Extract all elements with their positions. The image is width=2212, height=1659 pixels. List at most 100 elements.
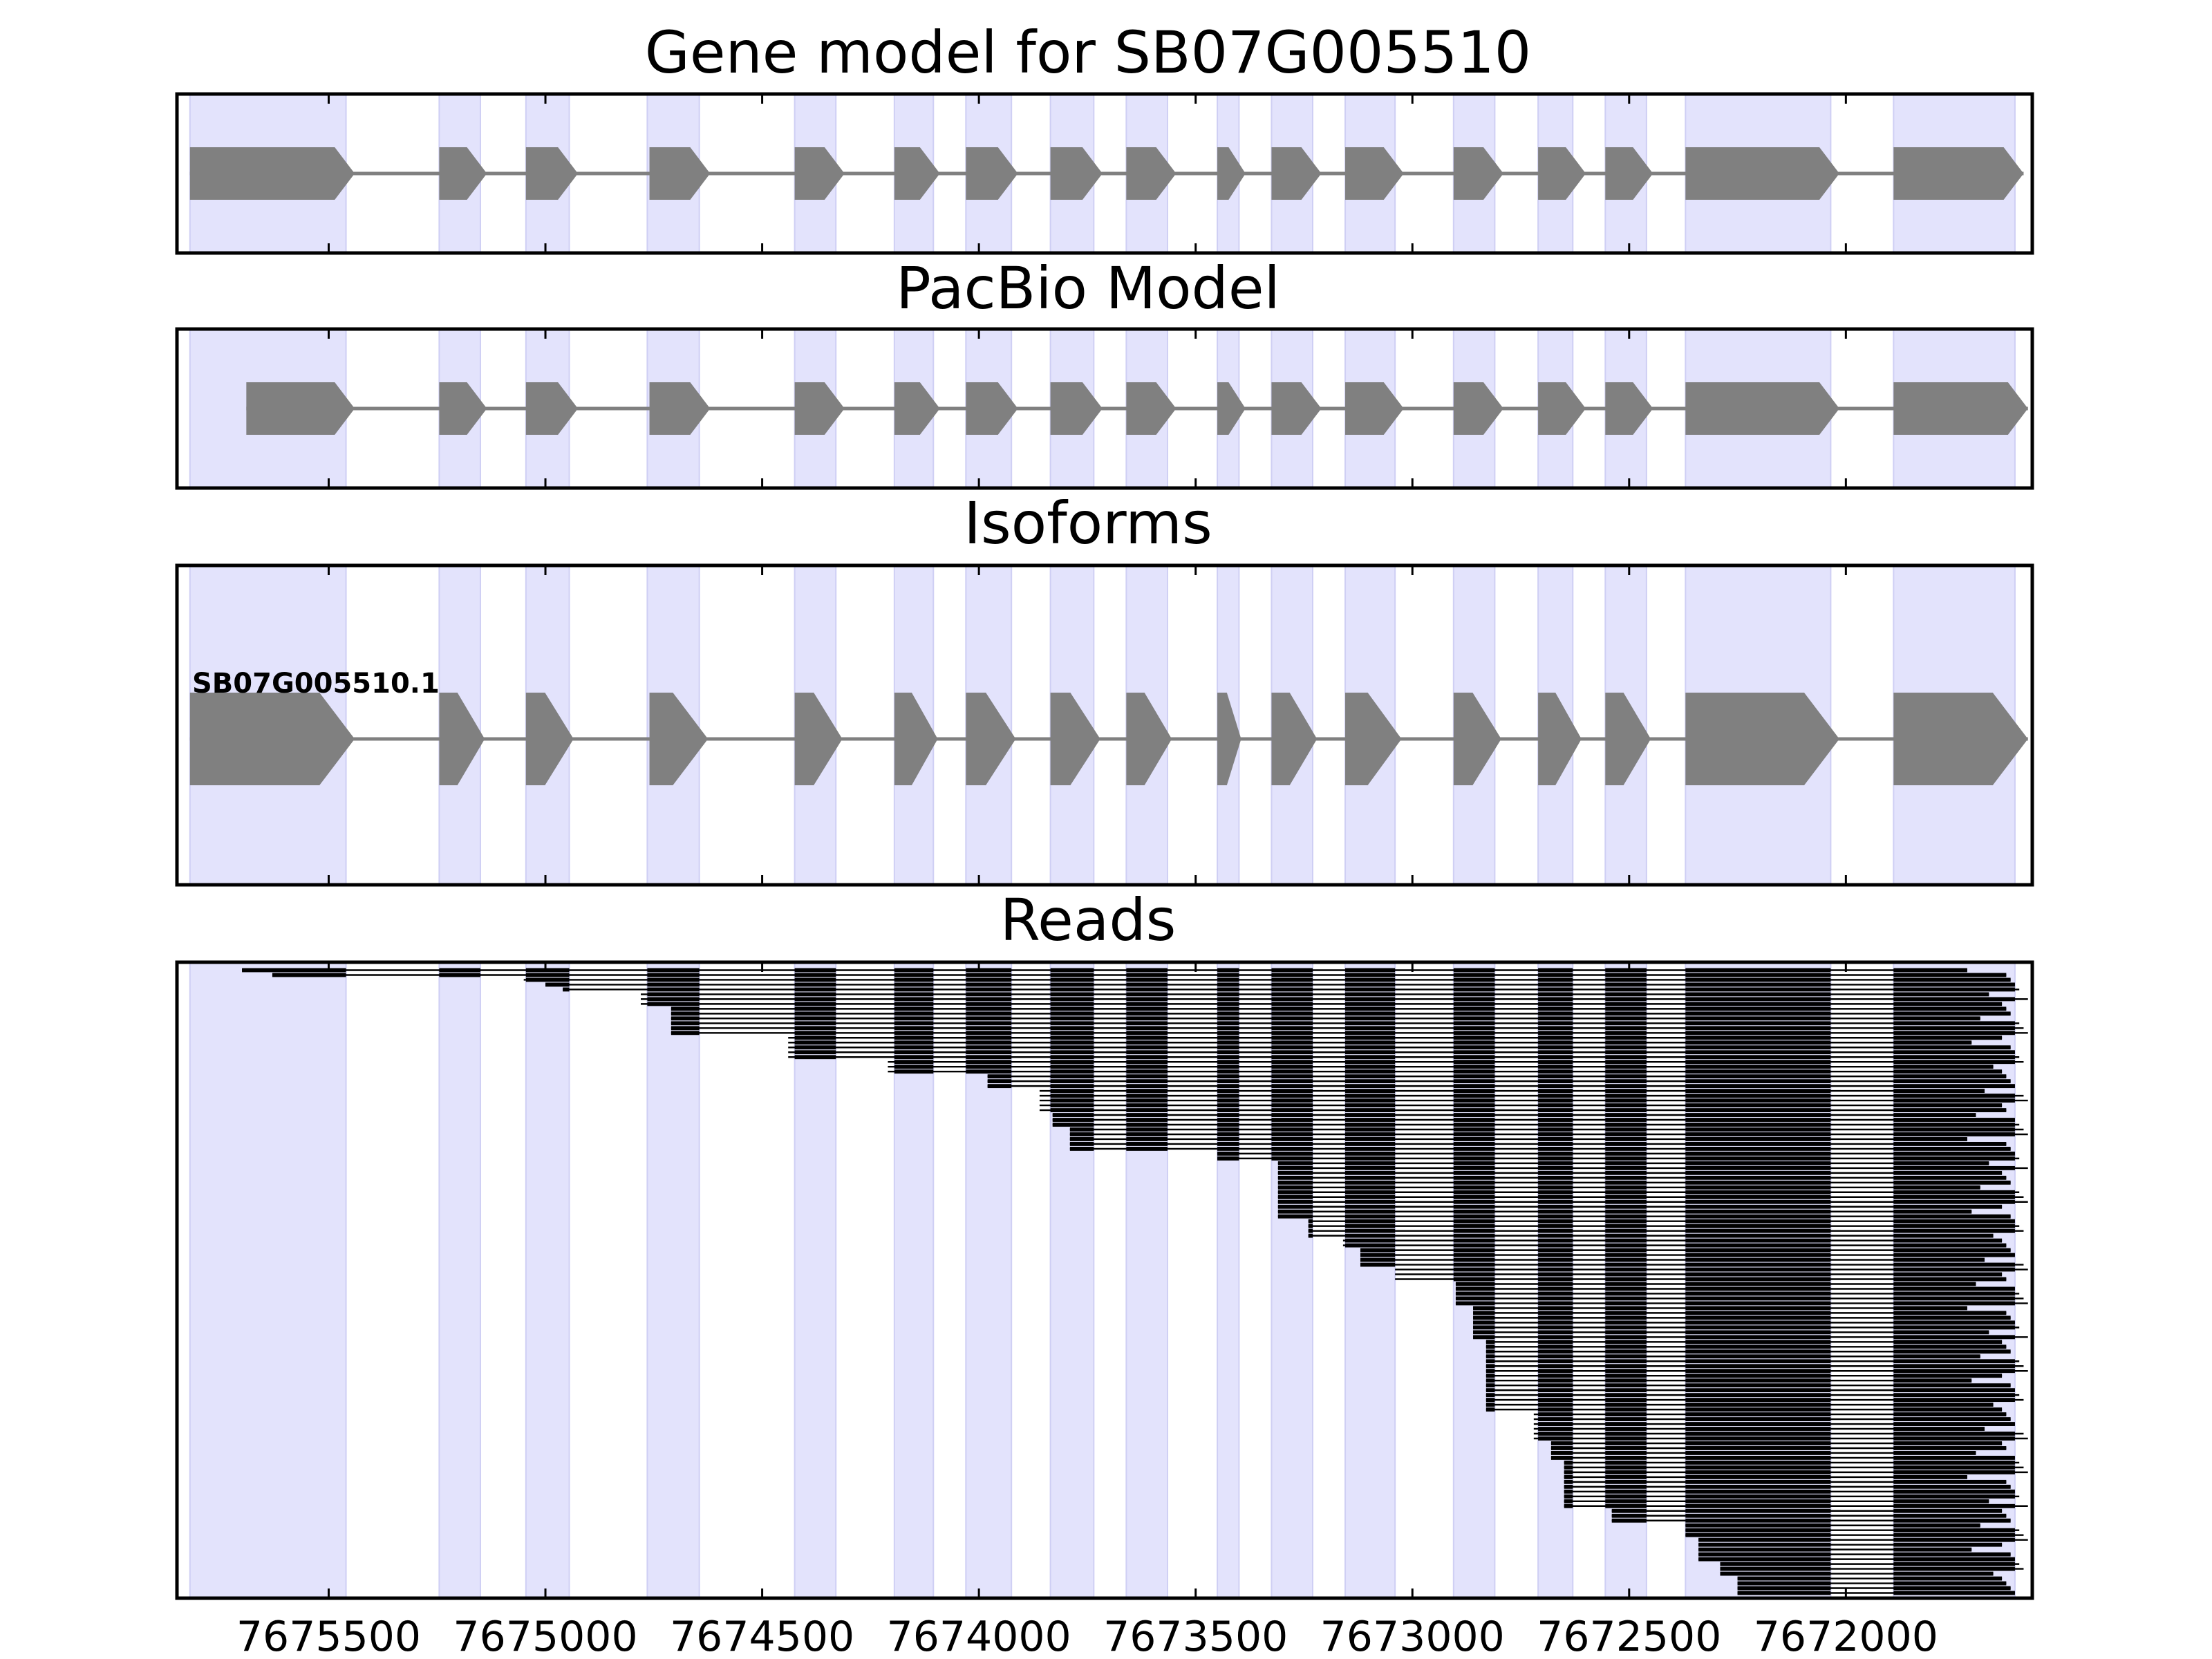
read-block <box>1126 1137 1168 1141</box>
exon-arrow <box>439 693 485 785</box>
read-block <box>1698 1537 1831 1542</box>
read-block <box>1538 1277 1573 1282</box>
read-block <box>1538 1127 1573 1132</box>
read-block <box>1217 1127 1239 1132</box>
read-block <box>1271 1142 1313 1146</box>
read-block <box>1345 1016 1396 1021</box>
read-block <box>1453 1219 1495 1224</box>
read-block <box>1453 1175 1495 1180</box>
exon-arrow <box>1453 382 1503 435</box>
read-block <box>1453 992 1495 997</box>
read-block <box>1685 1262 1831 1267</box>
read-block <box>1538 1170 1573 1175</box>
read-block <box>1050 1050 1094 1055</box>
read-block <box>1050 968 1094 973</box>
read-block <box>1605 1175 1647 1180</box>
read-block <box>1893 1108 2007 1112</box>
read-block <box>894 1031 934 1035</box>
x-tick-label: 7672500 <box>1537 1613 1721 1659</box>
read-block <box>1685 1427 1831 1431</box>
read-block <box>1685 1098 1831 1103</box>
read-block <box>794 1006 836 1011</box>
read-block <box>1277 1194 1313 1199</box>
read-block <box>1538 1417 1573 1421</box>
read-block <box>1893 1378 1972 1383</box>
read-block <box>794 1050 836 1055</box>
read-block <box>1485 1398 1495 1403</box>
read-block <box>1126 1103 1168 1107</box>
read-block <box>1893 1224 2015 1228</box>
read-block <box>1453 1118 1495 1122</box>
read-block <box>1605 987 1647 992</box>
read-block <box>1538 1248 1573 1253</box>
read-block <box>1605 1021 1647 1026</box>
read-block <box>1217 1132 1239 1136</box>
read-block <box>1453 1277 1495 1282</box>
read-block <box>1050 1011 1094 1016</box>
read-block <box>1538 1301 1573 1306</box>
read-block <box>1050 1021 1094 1026</box>
read-block <box>1126 1094 1168 1098</box>
exon-band <box>525 962 570 1599</box>
read-block <box>1217 997 1239 1002</box>
read-block <box>1685 992 1831 997</box>
read-block <box>1538 982 1573 987</box>
read-block <box>1893 1132 2015 1136</box>
read-block <box>1538 1021 1573 1026</box>
read-block <box>1685 1224 1831 1228</box>
read-block <box>1564 1503 1573 1508</box>
read-block <box>966 1069 1012 1074</box>
read-block <box>894 987 934 992</box>
read-block <box>1685 1470 1831 1474</box>
read-block <box>1893 1349 2011 1354</box>
read-block <box>1538 1383 1573 1388</box>
read-block <box>1685 1118 1831 1122</box>
read-block <box>1605 1253 1647 1257</box>
read-block <box>1126 1108 1168 1112</box>
read-block <box>1126 1021 1168 1026</box>
read-block <box>1538 1002 1573 1006</box>
read-block <box>1538 1137 1573 1141</box>
read-block <box>1485 1340 1495 1344</box>
exon-arrow <box>894 382 940 435</box>
read-block <box>1893 1094 2015 1098</box>
read-block <box>1538 1031 1573 1035</box>
read-block <box>1605 1465 1647 1470</box>
read-block <box>1685 1282 1831 1286</box>
exon-arrow <box>525 382 579 435</box>
read-block <box>966 997 1012 1002</box>
read-block <box>1538 1175 1573 1180</box>
read-block <box>1605 1349 1647 1354</box>
read-block <box>1126 1035 1168 1040</box>
read-block <box>1893 1016 1980 1021</box>
read-block <box>1893 1050 2015 1055</box>
read-block <box>1605 1132 1647 1136</box>
read-block <box>1685 1354 1831 1359</box>
read-block <box>1685 1417 1831 1421</box>
read-block <box>1605 1388 1647 1393</box>
read-block <box>1605 973 1647 977</box>
read-block <box>1605 1257 1647 1262</box>
read-block <box>1605 1354 1647 1359</box>
read-block <box>1453 1060 1495 1065</box>
read-block <box>1345 1161 1396 1165</box>
read-block <box>1217 1050 1239 1055</box>
read-block <box>1050 1103 1094 1107</box>
read-block <box>1271 1031 1313 1035</box>
exon-arrow <box>1685 693 1839 785</box>
read-block <box>1271 1123 1313 1127</box>
read-block <box>1126 1089 1168 1094</box>
read-block <box>1893 1446 2007 1450</box>
read-block <box>1893 1098 2015 1103</box>
read-block <box>1538 1094 1573 1098</box>
exon-arrow <box>966 382 1018 435</box>
read-block <box>1277 1161 1313 1165</box>
read-block <box>1277 1175 1313 1180</box>
read-block <box>1893 968 1967 973</box>
read-block <box>1538 987 1573 992</box>
read-block <box>1345 1026 1396 1031</box>
read-block <box>1893 1079 2011 1084</box>
read-block <box>1605 1417 1647 1421</box>
read-block <box>1685 1132 1831 1136</box>
read-block <box>1685 1243 1831 1248</box>
